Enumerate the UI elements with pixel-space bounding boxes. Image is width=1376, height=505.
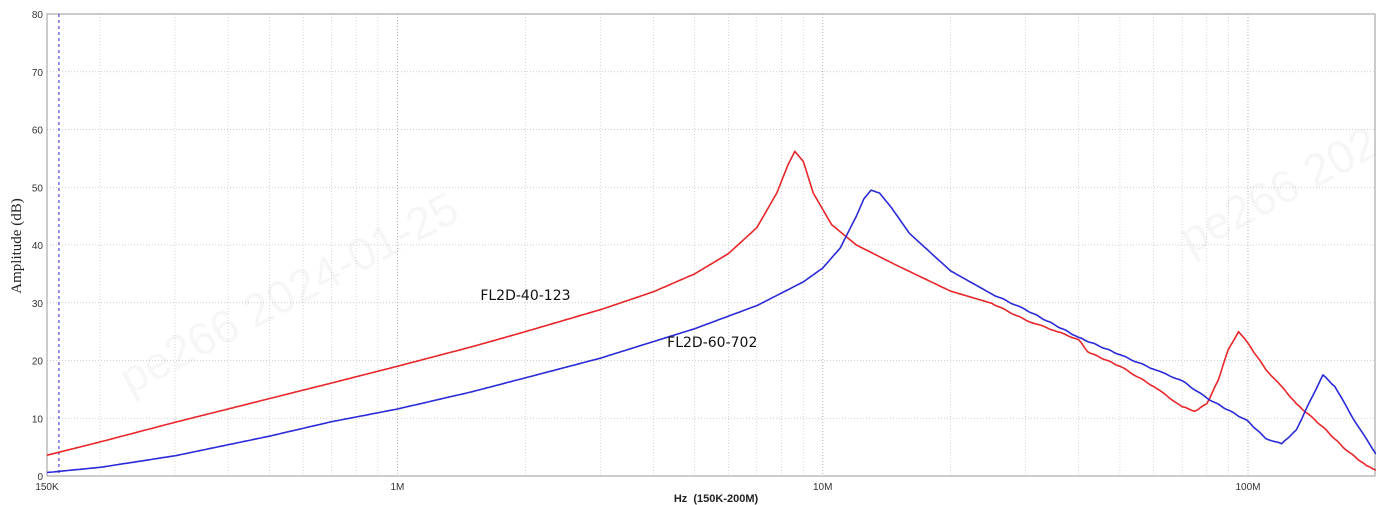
grid-lines: [47, 13, 1376, 477]
plot-area-frame: [46, 13, 1376, 477]
watermark-text: pe266 2024-01-25: [110, 181, 466, 403]
series-line-2: [46, 189, 1376, 474]
x-tick-label: 100M: [1235, 482, 1260, 493]
x-tick-labels: 150K 1M 10M 100M: [35, 482, 1260, 493]
series-line-1: [46, 150, 1376, 471]
y-tick-labels: 0 10 20 30 40 50 60 70 80: [32, 10, 44, 483]
x-tick-label: 1M: [390, 482, 404, 493]
y-tick-label: 70: [32, 68, 44, 79]
x-tick-label: 150K: [35, 482, 59, 493]
y-tick-label: 40: [32, 241, 44, 252]
x-axis-label: Hz (150K-200M): [674, 493, 759, 505]
y-axis-label: Amplitude (dB): [9, 198, 25, 293]
series-label-1: FL2D-40-123: [480, 288, 570, 304]
y-tick-label: 0: [37, 472, 43, 483]
series-layer: FL2D-40-123 FL2D-60-702: [46, 150, 1376, 474]
x-tick-label: 10M: [813, 482, 832, 493]
y-tick-label: 50: [32, 183, 44, 194]
y-tick-label: 60: [32, 126, 44, 137]
watermark-text: pe266 2024-01-25: [1170, 41, 1376, 263]
y-tick-label: 80: [32, 10, 44, 21]
y-tick-label: 30: [32, 299, 44, 310]
series-label-2: FL2D-60-702: [667, 335, 757, 351]
y-tick-label: 20: [32, 357, 44, 368]
y-tick-label: 10: [32, 414, 44, 425]
